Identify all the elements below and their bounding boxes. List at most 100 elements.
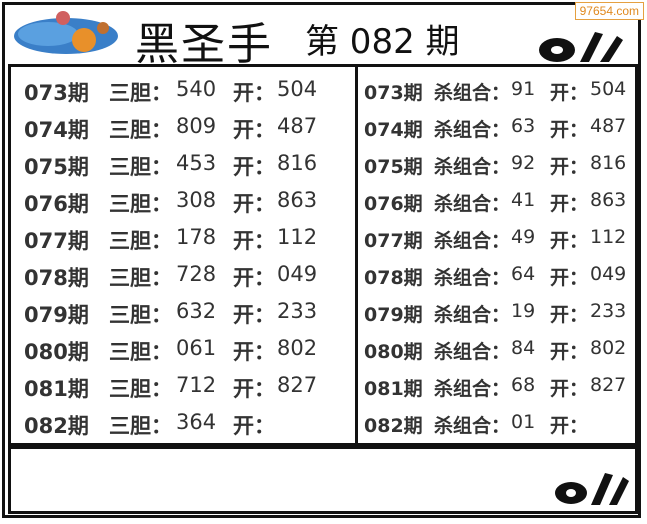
period-label: 082期 <box>24 414 89 438</box>
period-label: 078期 <box>364 267 423 289</box>
value: 68 <box>511 374 536 396</box>
value: 41 <box>511 189 536 211</box>
label-b: 开： <box>550 119 589 141</box>
result: 233 <box>590 300 627 322</box>
label-b: 开： <box>233 340 275 364</box>
value: 84 <box>511 337 536 359</box>
issue-number: 第 082 期 <box>305 22 460 62</box>
result: 816 <box>590 152 627 174</box>
label-b: 开： <box>233 266 275 290</box>
label-b: 开： <box>550 378 589 400</box>
label-a: 杀组合： <box>434 119 511 141</box>
label-b: 开： <box>550 304 589 326</box>
period-label: 078期 <box>24 266 89 290</box>
label-b: 开： <box>233 118 275 142</box>
result: 816 <box>277 151 318 175</box>
label-a: 三胆： <box>109 340 172 364</box>
label-a: 三胆： <box>109 81 172 105</box>
result: 112 <box>590 226 627 248</box>
period-label: 073期 <box>24 81 89 105</box>
label-a: 三胆： <box>109 155 172 179</box>
period-label: 079期 <box>364 304 423 326</box>
period-label: 076期 <box>24 192 89 216</box>
period-label: 079期 <box>24 303 89 327</box>
label-b: 开： <box>550 156 589 178</box>
period-label: 077期 <box>364 230 423 252</box>
value: 19 <box>511 300 536 322</box>
label-b: 开： <box>550 341 589 363</box>
label-b: 开： <box>233 192 275 216</box>
result: 802 <box>277 336 318 360</box>
period-label: 082期 <box>364 415 423 437</box>
label-b: 开： <box>550 267 589 289</box>
label-a: 三胆： <box>109 303 172 327</box>
value: 061 <box>176 336 217 360</box>
label-a: 三胆： <box>109 229 172 253</box>
label-b: 开： <box>233 229 275 253</box>
label-a: 杀组合： <box>434 82 511 104</box>
label-a: 三胆： <box>109 266 172 290</box>
result: 863 <box>590 189 627 211</box>
label-b: 开： <box>233 303 275 327</box>
header: 黑圣手 第 082 期 97654.com <box>0 0 647 70</box>
label-a: 杀组合： <box>434 415 511 437</box>
result: 827 <box>590 374 627 396</box>
label-a: 杀组合： <box>434 193 511 215</box>
result: 112 <box>277 225 318 249</box>
value: 178 <box>176 225 217 249</box>
ok-brand-logo-icon <box>555 473 629 505</box>
label-b: 开： <box>233 155 275 179</box>
label-a: 杀组合： <box>434 156 511 178</box>
label-b: 开： <box>233 414 275 438</box>
result: 504 <box>590 78 627 100</box>
label-b: 开： <box>550 82 589 104</box>
kill-combo-table: 073期 杀组合： 91 开： 504 074期 杀组合： 63 开： 487 075期 杀组合： 92… <box>356 64 638 446</box>
label-b: 开： <box>233 377 275 401</box>
period-label: 081期 <box>364 378 423 400</box>
globe-logo-icon <box>14 11 118 54</box>
label-a: 三胆： <box>109 118 172 142</box>
value: 91 <box>511 78 536 100</box>
period-label: 076期 <box>364 193 423 215</box>
label-a: 三胆： <box>109 192 172 216</box>
period-label: 074期 <box>364 119 423 141</box>
label-a: 三胆： <box>109 377 172 401</box>
watermark: 97654.com <box>574 2 644 20</box>
value: 308 <box>176 188 217 212</box>
label-b: 开： <box>550 415 589 437</box>
result: 487 <box>277 114 318 138</box>
result: 802 <box>590 337 627 359</box>
label-b: 开： <box>550 230 589 252</box>
value: 453 <box>176 151 217 175</box>
label-a: 杀组合： <box>434 341 511 363</box>
period-label: 080期 <box>364 341 423 363</box>
result: 049 <box>277 262 318 286</box>
value: 63 <box>511 115 536 137</box>
label-a: 杀组合： <box>434 378 511 400</box>
three-dan-table: 073期 三胆： 540 开： 504 074期 三胆： 809 开： 487 075期 三胆： 453… <box>8 64 358 446</box>
result: 049 <box>590 263 627 285</box>
result: 863 <box>277 188 318 212</box>
label-a: 三胆： <box>109 414 172 438</box>
value: 809 <box>176 114 217 138</box>
value: 632 <box>176 299 217 323</box>
value: 540 <box>176 77 217 101</box>
period-label: 080期 <box>24 340 89 364</box>
value: 364 <box>176 410 217 434</box>
value: 712 <box>176 373 217 397</box>
label-a: 杀组合： <box>434 304 511 326</box>
result: 487 <box>590 115 627 137</box>
result: 827 <box>277 373 318 397</box>
value: 92 <box>511 152 536 174</box>
footer-box <box>8 446 638 514</box>
label-a: 杀组合： <box>434 267 511 289</box>
page-title: 黑圣手 <box>135 19 273 70</box>
label-b: 开： <box>233 81 275 105</box>
period-label: 077期 <box>24 229 89 253</box>
period-label: 073期 <box>364 82 423 104</box>
period-label: 074期 <box>24 118 89 142</box>
label-b: 开： <box>550 193 589 215</box>
value: 01 <box>511 411 536 433</box>
label-a: 杀组合： <box>434 230 511 252</box>
period-label: 081期 <box>24 377 89 401</box>
